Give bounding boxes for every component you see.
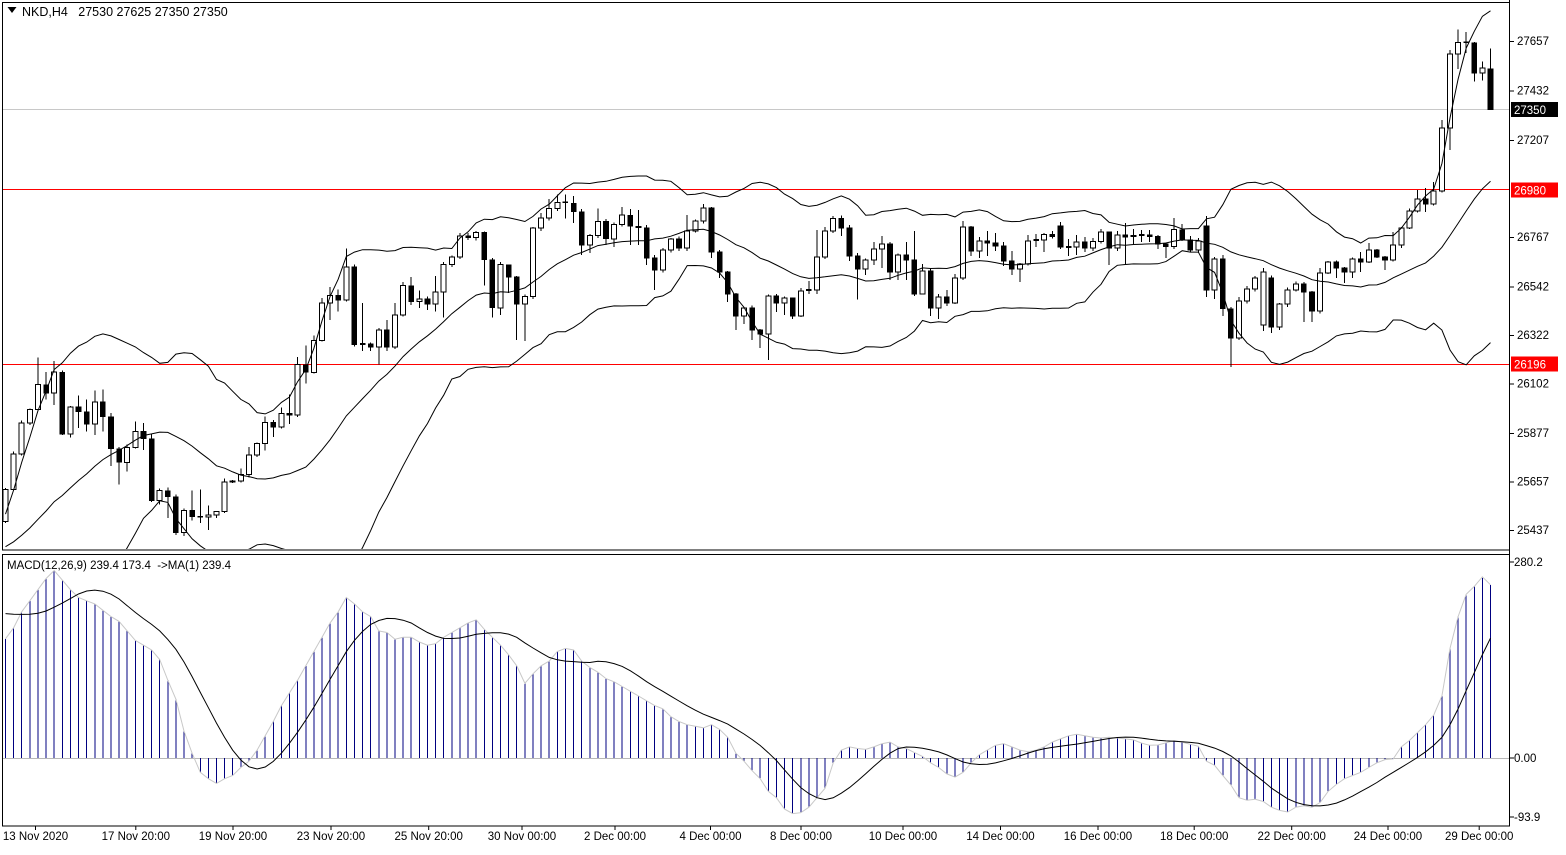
svg-text:0.00: 0.00: [1514, 753, 1536, 765]
svg-text:27657: 27657: [1517, 36, 1549, 48]
svg-text:14 Dec 00:00: 14 Dec 00:00: [966, 831, 1034, 843]
svg-text:10 Dec 00:00: 10 Dec 00:00: [869, 831, 937, 843]
svg-text:25437: 25437: [1517, 525, 1549, 537]
svg-text:30 Nov 00:00: 30 Nov 00:00: [488, 831, 556, 843]
svg-text:16 Dec 00:00: 16 Dec 00:00: [1064, 831, 1132, 843]
svg-text:NKD,H4 27530 27625 27350 273: NKD,H4 27530 27625 27350 27350: [22, 5, 228, 19]
svg-text:25 Nov 20:00: 25 Nov 20:00: [394, 831, 462, 843]
svg-text:27350: 27350: [1514, 105, 1546, 117]
svg-text:26322: 26322: [1517, 330, 1549, 342]
svg-text:23 Nov 20:00: 23 Nov 20:00: [297, 831, 365, 843]
svg-text:2 Dec 00:00: 2 Dec 00:00: [584, 831, 646, 843]
svg-text:26196: 26196: [1514, 360, 1546, 372]
svg-text:22 Dec 00:00: 22 Dec 00:00: [1257, 831, 1325, 843]
svg-text:17 Nov 20:00: 17 Nov 20:00: [102, 831, 170, 843]
svg-text:29 Dec 00:00: 29 Dec 00:00: [1445, 831, 1513, 843]
svg-text:MACD(12,26,9) 239.4 173.4 ->M: MACD(12,26,9) 239.4 173.4 ->MA(1) 239.4: [7, 560, 232, 572]
svg-text:27207: 27207: [1517, 135, 1549, 147]
svg-text:26102: 26102: [1517, 378, 1549, 390]
svg-text:27432: 27432: [1517, 86, 1549, 98]
svg-text:280.2: 280.2: [1514, 557, 1543, 569]
svg-text:19 Nov 20:00: 19 Nov 20:00: [199, 831, 267, 843]
svg-text:4 Dec 00:00: 4 Dec 00:00: [679, 831, 741, 843]
svg-text:24 Dec 00:00: 24 Dec 00:00: [1354, 831, 1422, 843]
svg-text:25657: 25657: [1517, 476, 1549, 488]
svg-text:26542: 26542: [1517, 282, 1549, 294]
svg-text:25877: 25877: [1517, 428, 1549, 440]
svg-text:26767: 26767: [1517, 232, 1549, 244]
svg-text:18 Dec 00:00: 18 Dec 00:00: [1160, 831, 1228, 843]
svg-text:-93.9: -93.9: [1514, 812, 1540, 824]
svg-text:13 Nov 2020: 13 Nov 2020: [3, 831, 68, 843]
svg-text:8 Dec 00:00: 8 Dec 00:00: [770, 831, 832, 843]
svg-text:26980: 26980: [1514, 186, 1546, 198]
